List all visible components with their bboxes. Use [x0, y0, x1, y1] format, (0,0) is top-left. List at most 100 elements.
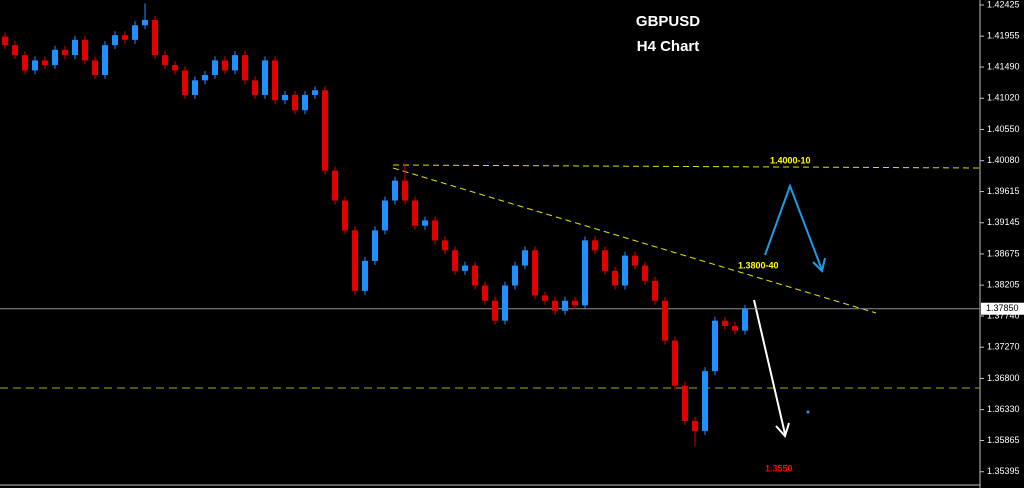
candle-body: [512, 265, 518, 286]
chart-subtitle: H4 Chart: [637, 38, 700, 55]
candle-body: [102, 45, 108, 76]
annotation: 1.3800-40: [738, 260, 779, 270]
y-tick-label: 1.39615: [987, 186, 1020, 196]
candle-body: [312, 90, 318, 95]
candle-body: [292, 94, 298, 111]
resistance-line: [392, 164, 981, 169]
candle-body: [692, 420, 698, 431]
candle-body: [252, 80, 258, 95]
candle-body: [572, 300, 578, 306]
candle-body: [362, 260, 368, 291]
candle-body: [622, 255, 628, 286]
candle-body: [482, 285, 488, 301]
candle-body: [342, 200, 348, 231]
candle-body: [602, 250, 608, 271]
candle-body: [442, 240, 448, 251]
candle-body: [182, 70, 188, 95]
candle-body: [672, 340, 678, 386]
chart-title: GBPUSD: [636, 13, 700, 30]
y-tick-label: 1.35865: [987, 435, 1020, 445]
candle-body: [612, 270, 618, 286]
candle-body: [122, 35, 128, 40]
candle-body: [62, 49, 68, 56]
candle-body: [82, 39, 88, 61]
candle-body: [522, 250, 528, 266]
candle-body: [452, 250, 458, 271]
candle-body: [712, 320, 718, 372]
y-tick-label: 1.40080: [987, 155, 1020, 165]
y-tick-label: 1.42425: [987, 0, 1020, 9]
y-tick-label: 1.40550: [987, 124, 1020, 134]
candle-body: [652, 280, 658, 301]
candle-body: [552, 300, 558, 311]
y-tick-label: 1.39145: [987, 217, 1020, 227]
candle-body: [632, 255, 638, 266]
candle-body: [262, 60, 268, 95]
candle-body: [152, 19, 158, 56]
candle-body: [722, 320, 728, 326]
candle-body: [332, 170, 338, 201]
last-price-label: 1.37850: [986, 303, 1019, 313]
y-tick-label: 1.37270: [987, 342, 1020, 352]
candle-body: [72, 39, 78, 56]
y-tick-label: 1.35395: [987, 466, 1020, 476]
candle-body: [2, 36, 8, 46]
candle-body: [582, 240, 588, 306]
y-tick-label: 1.36800: [987, 373, 1020, 383]
candle-body: [662, 300, 668, 341]
y-tick-label: 1.37740: [987, 310, 1020, 320]
candle-body: [272, 60, 278, 101]
candle-body: [302, 94, 308, 111]
candle-body: [372, 230, 378, 261]
candle-body: [392, 180, 398, 201]
y-tick-label: 1.36330: [987, 404, 1020, 414]
annotation: 1.3550: [765, 463, 793, 473]
candle-body: [412, 200, 418, 226]
candle-body: [432, 220, 438, 241]
candle-body: [22, 55, 28, 71]
candle-body: [92, 60, 98, 76]
candle-body: [492, 300, 498, 321]
candle-body: [732, 325, 738, 331]
arrow-head: [775, 422, 790, 438]
marker-dot: [806, 410, 810, 414]
candle-body: [42, 60, 48, 66]
candle-body: [532, 250, 538, 296]
candle-body: [202, 75, 208, 81]
candle-body: [742, 308, 748, 331]
candle-body: [172, 65, 178, 71]
last-price-box: [981, 302, 1024, 315]
candle-body: [282, 94, 288, 101]
candle-body: [322, 90, 328, 171]
up-arrow: [764, 183, 823, 271]
candle-body: [352, 230, 358, 291]
y-tick-label: 1.38205: [987, 280, 1020, 290]
candle-body: [402, 180, 408, 201]
candle-body: [142, 19, 148, 26]
y-tick-label: 1.38675: [987, 248, 1020, 258]
annotation: 1.4000-10: [770, 155, 811, 165]
candle-body: [592, 240, 598, 251]
candle-body: [12, 45, 18, 56]
down-arrow: [753, 299, 786, 435]
candle-body: [52, 49, 58, 66]
candle-body: [222, 60, 228, 71]
candle-body: [132, 25, 138, 40]
trend-line: [392, 167, 877, 314]
candle-body: [562, 300, 568, 311]
candle-body: [462, 265, 468, 271]
candle-body: [422, 220, 428, 226]
candle-body: [192, 80, 198, 95]
candle-body: [162, 55, 168, 66]
candle-body: [502, 285, 508, 321]
y-tick-label: 1.41490: [987, 61, 1020, 71]
y-tick-label: 1.41020: [987, 93, 1020, 103]
candle-body: [472, 265, 478, 286]
candle-body: [232, 55, 238, 71]
candle-body: [32, 60, 38, 71]
candle-body: [702, 371, 708, 431]
arrow-head: [812, 257, 826, 273]
